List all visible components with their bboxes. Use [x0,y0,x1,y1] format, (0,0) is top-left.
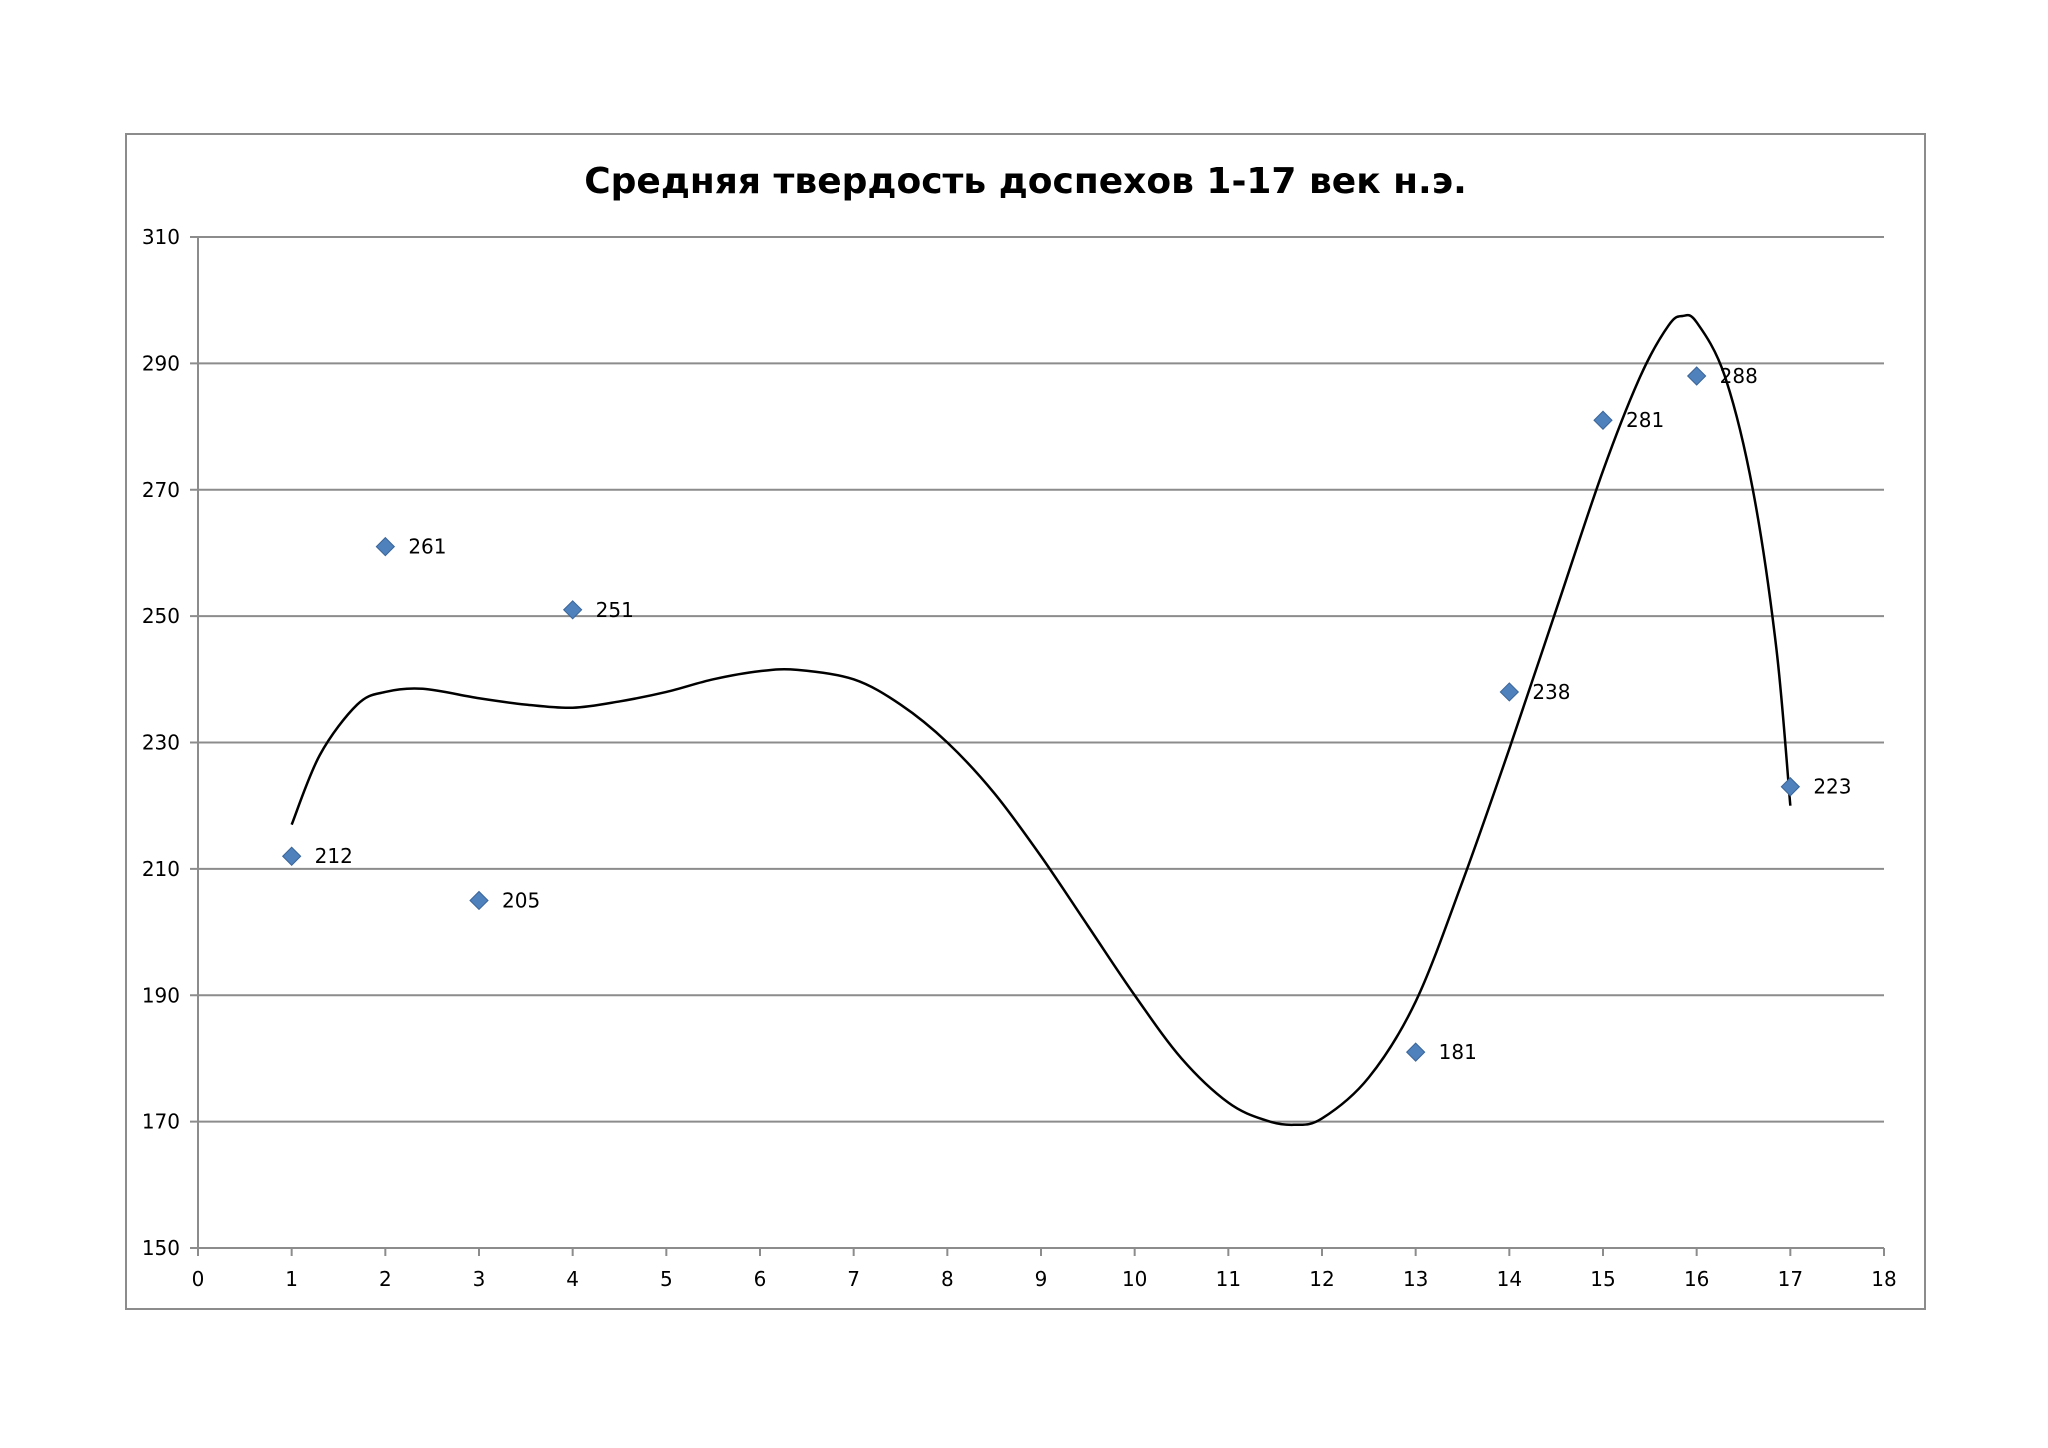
x-tick-label-15: 15 [1590,1267,1615,1291]
y-tick-label-290: 290 [142,351,180,375]
y-tick-label-310: 310 [142,225,180,249]
data-point-3 [469,890,489,911]
chart-title: Средняя твердость доспехов 1-17 век н.э. [584,161,1467,202]
x-tick-label-14: 14 [1497,1267,1522,1291]
data-point-4 [562,600,583,620]
data-labels: 212 261 205 251 181 238 281 288 223 [315,364,1852,1064]
x-tick-label-11: 11 [1216,1267,1241,1291]
y-tick-label-150: 150 [142,1236,180,1260]
y-tick-label-210: 210 [142,857,180,881]
data-label-2: 261 [408,535,446,559]
data-label-16: 288 [1720,364,1758,388]
x-tick-label-9: 9 [1035,1267,1048,1291]
x-tick-label-2: 2 [379,1267,392,1291]
x-tick-label-10: 10 [1122,1267,1147,1291]
y-tick-label-270: 270 [142,478,180,502]
data-label-15: 281 [1626,408,1664,432]
x-tick-label-0: 0 [192,1267,205,1291]
data-label-17: 223 [1813,775,1851,799]
data-label-3: 205 [502,888,540,912]
markers [281,366,1801,1062]
x-tick-label-6: 6 [754,1267,767,1291]
data-label-13: 181 [1439,1040,1477,1064]
data-point-13 [1405,1042,1426,1062]
data-point-16 [1686,366,1707,386]
x-tick-label-4: 4 [566,1267,579,1291]
trendline-layer [290,313,1792,1127]
data-label-4: 251 [596,598,634,622]
x-tick-label-16: 16 [1684,1267,1709,1291]
x-tick-label-18: 18 [1871,1267,1896,1291]
x-tick-label-3: 3 [473,1267,486,1291]
x-tick-label-13: 13 [1403,1267,1428,1291]
data-label-1: 212 [315,844,353,868]
data-point-17 [1780,777,1801,797]
x-tick-label-5: 5 [660,1267,673,1291]
data-point-1 [281,846,302,866]
x-tick-label-1: 1 [285,1267,298,1291]
x-tick-label-12: 12 [1309,1267,1334,1291]
data-point-14 [1499,682,1520,702]
y-tick-label-230: 230 [142,731,180,755]
chart-frame: Средняя твердость доспехов 1-17 век н.э. [125,133,1926,1310]
y-tick-label-250: 250 [142,604,180,628]
gridlines [198,236,1884,1249]
x-tick-label-8: 8 [941,1267,954,1291]
x-tick-label-7: 7 [847,1267,860,1291]
data-point-2 [375,536,396,557]
trendline [290,313,1792,1127]
x-tick-label-17: 17 [1778,1267,1803,1291]
data-point-15 [1593,410,1613,430]
data-label-14: 238 [1532,680,1570,704]
y-tick-label-190: 190 [142,983,180,1007]
y-tick-label-170: 170 [142,1110,180,1134]
